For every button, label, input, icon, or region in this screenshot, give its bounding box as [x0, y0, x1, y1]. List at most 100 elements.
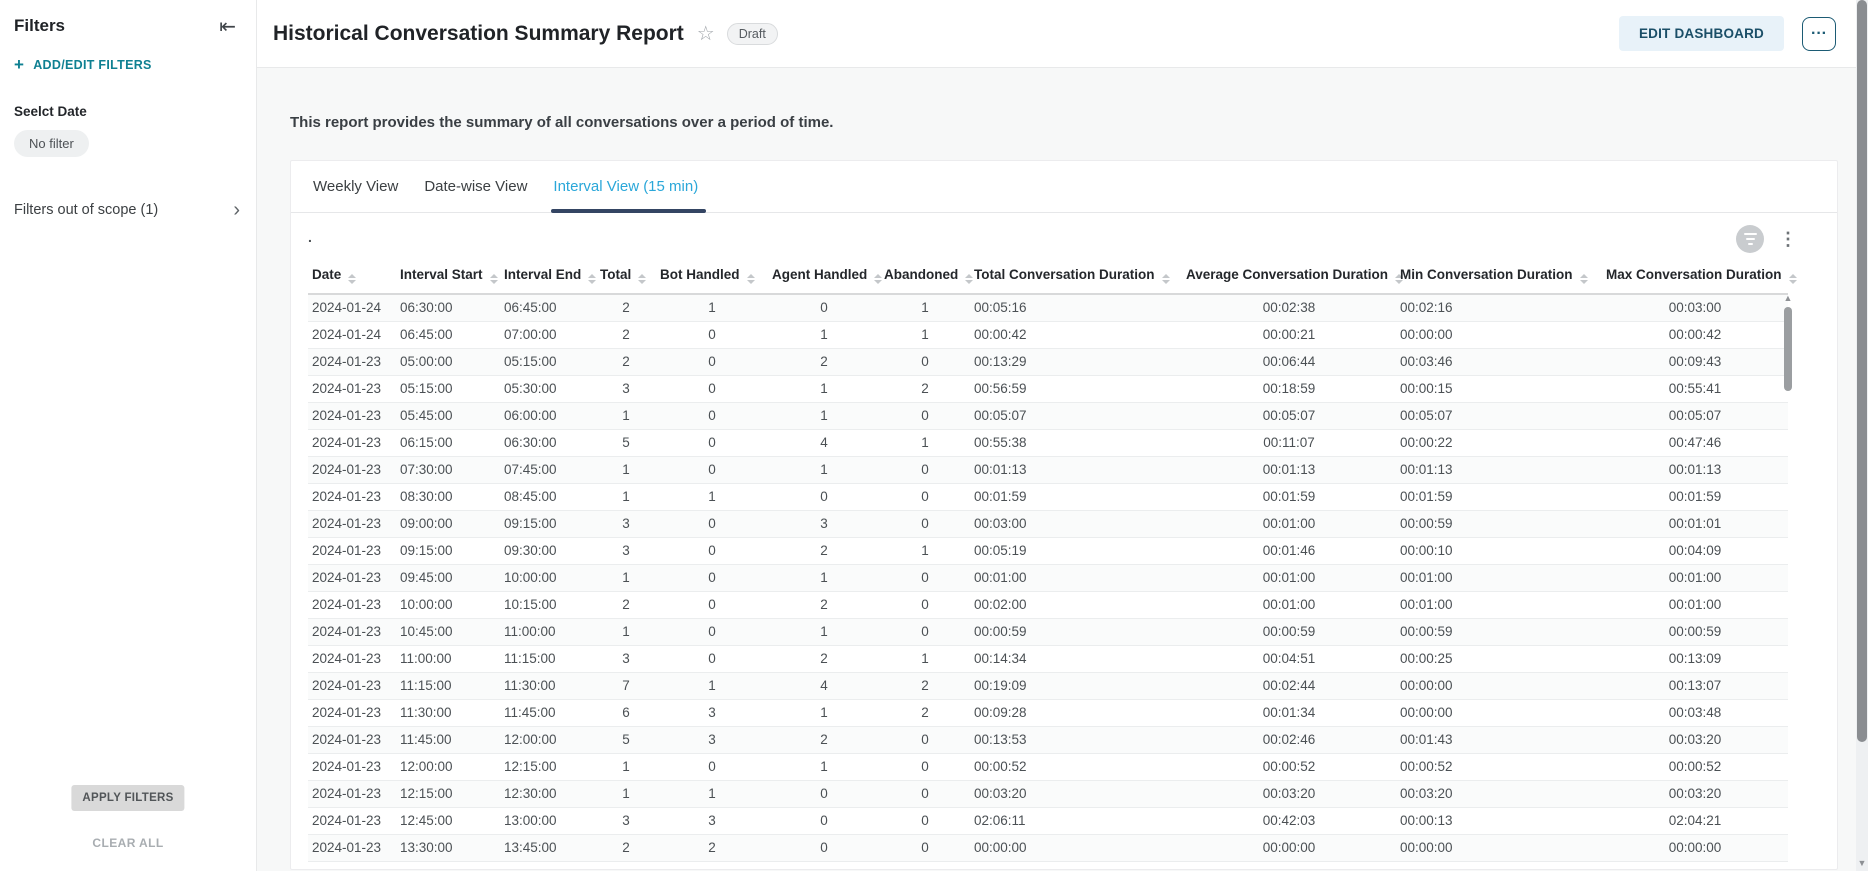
- scroll-up-icon[interactable]: ▲: [1783, 293, 1793, 303]
- table-cell: 00:01:00: [1182, 564, 1396, 591]
- tab-interval-view[interactable]: Interval View (15 min): [553, 161, 698, 212]
- sort-icon: [1580, 274, 1588, 284]
- table-cell: 2024-01-23: [308, 699, 396, 726]
- table-cell: 02:04:21: [1602, 807, 1788, 834]
- page-scrollbar-thumb[interactable]: [1857, 0, 1867, 742]
- table-cell: 00:00:00: [1182, 834, 1396, 861]
- add-edit-filters-button[interactable]: + ADD/EDIT FILTERS: [14, 58, 152, 72]
- collapse-sidebar-icon[interactable]: ⇤: [219, 14, 236, 39]
- filters-out-of-scope-label: Filters out of scope (1): [14, 202, 158, 218]
- table-cell: 00:01:00: [1396, 591, 1602, 618]
- table-cell: 3: [596, 375, 656, 402]
- table-cell: 00:01:00: [1396, 564, 1602, 591]
- table-cell: 00:00:52: [1602, 753, 1788, 780]
- table-cell: 05:00:00: [396, 348, 500, 375]
- table-cell: 0: [768, 483, 880, 510]
- table-cell: 00:00:52: [970, 753, 1182, 780]
- table-cell: 00:02:44: [1182, 672, 1396, 699]
- table-cell: 1: [596, 456, 656, 483]
- table-cell: 00:03:20: [1396, 780, 1602, 807]
- table-cell: 10:15:00: [500, 591, 596, 618]
- column-header-abandoned[interactable]: Abandoned: [880, 259, 970, 294]
- column-header-total-conversation-duration[interactable]: Total Conversation Duration: [970, 259, 1182, 294]
- apply-filters-button[interactable]: APPLY FILTERS: [71, 785, 184, 811]
- table-header-row: DateInterval StartInterval EndTotalBot H…: [308, 259, 1788, 294]
- table-cell: 1: [768, 402, 880, 429]
- no-filter-chip[interactable]: No filter: [14, 130, 89, 157]
- column-header-bot-handled[interactable]: Bot Handled: [656, 259, 768, 294]
- table-cell: 00:05:07: [1602, 402, 1788, 429]
- table-cell: 0: [880, 834, 970, 861]
- column-header-interval-start[interactable]: Interval Start: [396, 259, 500, 294]
- table-cell: 2024-01-23: [308, 618, 396, 645]
- app-window: Filters ⇤ + ADD/EDIT FILTERS Seelct Date…: [0, 0, 1868, 871]
- table-cell: 06:00:00: [500, 402, 596, 429]
- table-cell: 00:00:21: [1182, 321, 1396, 348]
- table-cell: 0: [880, 456, 970, 483]
- edit-dashboard-button[interactable]: EDIT DASHBOARD: [1619, 16, 1784, 51]
- sort-icon: [874, 274, 882, 284]
- table-cell: 00:01:13: [1182, 456, 1396, 483]
- column-header-label: Average Conversation Duration: [1186, 267, 1388, 282]
- table-cell: 00:01:59: [1396, 483, 1602, 510]
- column-header-agent-handled[interactable]: Agent Handled: [768, 259, 880, 294]
- sort-icon: [965, 274, 973, 284]
- table-row: 2024-01-2305:15:0005:30:00301200:56:5900…: [308, 375, 1788, 402]
- status-badge: Draft: [727, 23, 778, 45]
- more-options-button[interactable]: ···: [1802, 17, 1836, 51]
- table-cell: 0: [656, 429, 768, 456]
- table-cell: 0: [656, 564, 768, 591]
- add-edit-filters-label: ADD/EDIT FILTERS: [33, 58, 151, 72]
- table-cell: 06:30:00: [396, 294, 500, 321]
- table-cell: 00:02:38: [1182, 294, 1396, 321]
- table-scrollbar-thumb[interactable]: [1784, 307, 1792, 391]
- column-header-min-conversation-duration[interactable]: Min Conversation Duration: [1396, 259, 1602, 294]
- table-scrollbar[interactable]: ▲: [1783, 291, 1793, 851]
- table-cell: 05:15:00: [396, 375, 500, 402]
- table-row: 2024-01-2308:30:0008:45:00110000:01:5900…: [308, 483, 1788, 510]
- clear-all-button[interactable]: CLEAR ALL: [92, 836, 163, 850]
- report-card: Weekly View Date-wise View Interval View…: [290, 160, 1838, 870]
- page-scrollbar[interactable]: ▼: [1856, 0, 1868, 871]
- table-cell: 08:30:00: [396, 483, 500, 510]
- table-cell: 02:06:11: [970, 807, 1182, 834]
- page-title: Historical Conversation Summary Report: [273, 22, 684, 46]
- favorite-star-icon[interactable]: ☆: [697, 21, 715, 46]
- table-cell: 00:42:03: [1182, 807, 1396, 834]
- table-cell: 00:02:16: [1396, 294, 1602, 321]
- kebab-menu-icon[interactable]: ⋮: [1779, 230, 1797, 248]
- filters-out-of-scope-row[interactable]: Filters out of scope (1) ›: [14, 202, 240, 218]
- table-cell: 12:00:00: [500, 726, 596, 753]
- filter-group-label: Seelct Date: [14, 104, 87, 119]
- column-header-total[interactable]: Total: [596, 259, 656, 294]
- table-cell: 0: [656, 591, 768, 618]
- table-cell: 0: [880, 510, 970, 537]
- tab-weekly-view[interactable]: Weekly View: [313, 161, 398, 212]
- column-header-average-conversation-duration[interactable]: Average Conversation Duration: [1182, 259, 1396, 294]
- tab-date-wise-view[interactable]: Date-wise View: [424, 161, 527, 212]
- table-cell: 00:03:00: [1602, 294, 1788, 321]
- table-cell: 3: [596, 510, 656, 537]
- table-cell: 00:14:34: [970, 645, 1182, 672]
- table-cell: 4: [768, 429, 880, 456]
- table-cell: 1: [656, 294, 768, 321]
- table-row: 2024-01-2312:45:0013:00:00330002:06:1100…: [308, 807, 1788, 834]
- table-cell: 1: [768, 699, 880, 726]
- table-cell: 2024-01-23: [308, 537, 396, 564]
- column-header-interval-end[interactable]: Interval End: [500, 259, 596, 294]
- table-cell: 00:00:59: [1396, 618, 1602, 645]
- column-header-max-conversation-duration[interactable]: Max Conversation Duration: [1602, 259, 1788, 294]
- table-cell: 00:01:00: [1602, 564, 1788, 591]
- table-cell: 0: [656, 510, 768, 537]
- table-cell: 1: [596, 753, 656, 780]
- scroll-down-icon[interactable]: ▼: [1856, 858, 1868, 868]
- table-cell: 00:00:42: [1602, 321, 1788, 348]
- table-cell: 06:15:00: [396, 429, 500, 456]
- table-filter-icon[interactable]: [1736, 225, 1764, 253]
- table-cell: 0: [656, 375, 768, 402]
- column-header-date[interactable]: Date: [308, 259, 396, 294]
- table-cell: 00:00:22: [1396, 429, 1602, 456]
- table-cell: 2024-01-23: [308, 348, 396, 375]
- table-row: 2024-01-2310:45:0011:00:00101000:00:5900…: [308, 618, 1788, 645]
- table-cell: 06:45:00: [396, 321, 500, 348]
